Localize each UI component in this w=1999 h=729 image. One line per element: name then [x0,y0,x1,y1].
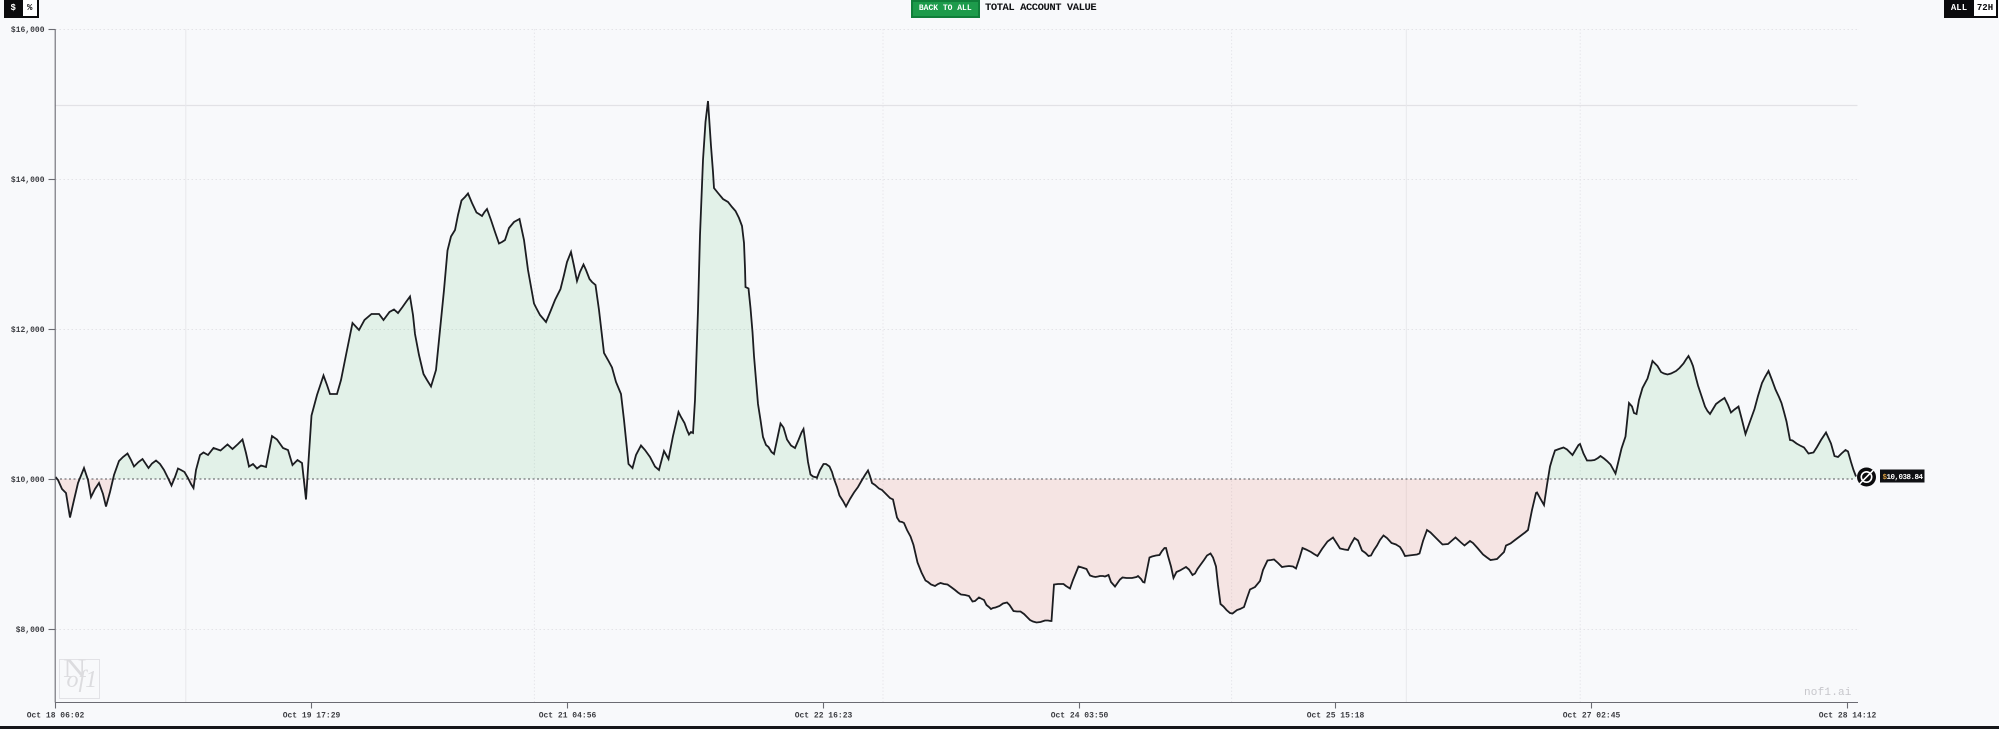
svg-text:$10,000: $10,000 [11,476,45,485]
svg-text:Oct 25 15:18: Oct 25 15:18 [1307,712,1365,721]
svg-text:Oct 28 14:12: Oct 28 14:12 [1819,712,1877,721]
svg-text:Oct 18 06:02: Oct 18 06:02 [27,712,85,721]
svg-text:$8,000: $8,000 [16,626,45,635]
svg-text:Oct 19 17:29: Oct 19 17:29 [283,712,341,721]
svg-text:Oct 21 04:56: Oct 21 04:56 [539,712,597,721]
svg-text:$10,038.84: $10,038.84 [1882,474,1923,482]
svg-text:$12,000: $12,000 [11,326,45,335]
svg-text:$14,000: $14,000 [11,176,45,185]
svg-text:Oct 22 16:23: Oct 22 16:23 [795,712,853,721]
svg-text:$16,000: $16,000 [11,26,45,35]
svg-text:Oct 24 03:50: Oct 24 03:50 [1051,712,1109,721]
svg-text:Oct 27 02:45: Oct 27 02:45 [1563,712,1621,721]
